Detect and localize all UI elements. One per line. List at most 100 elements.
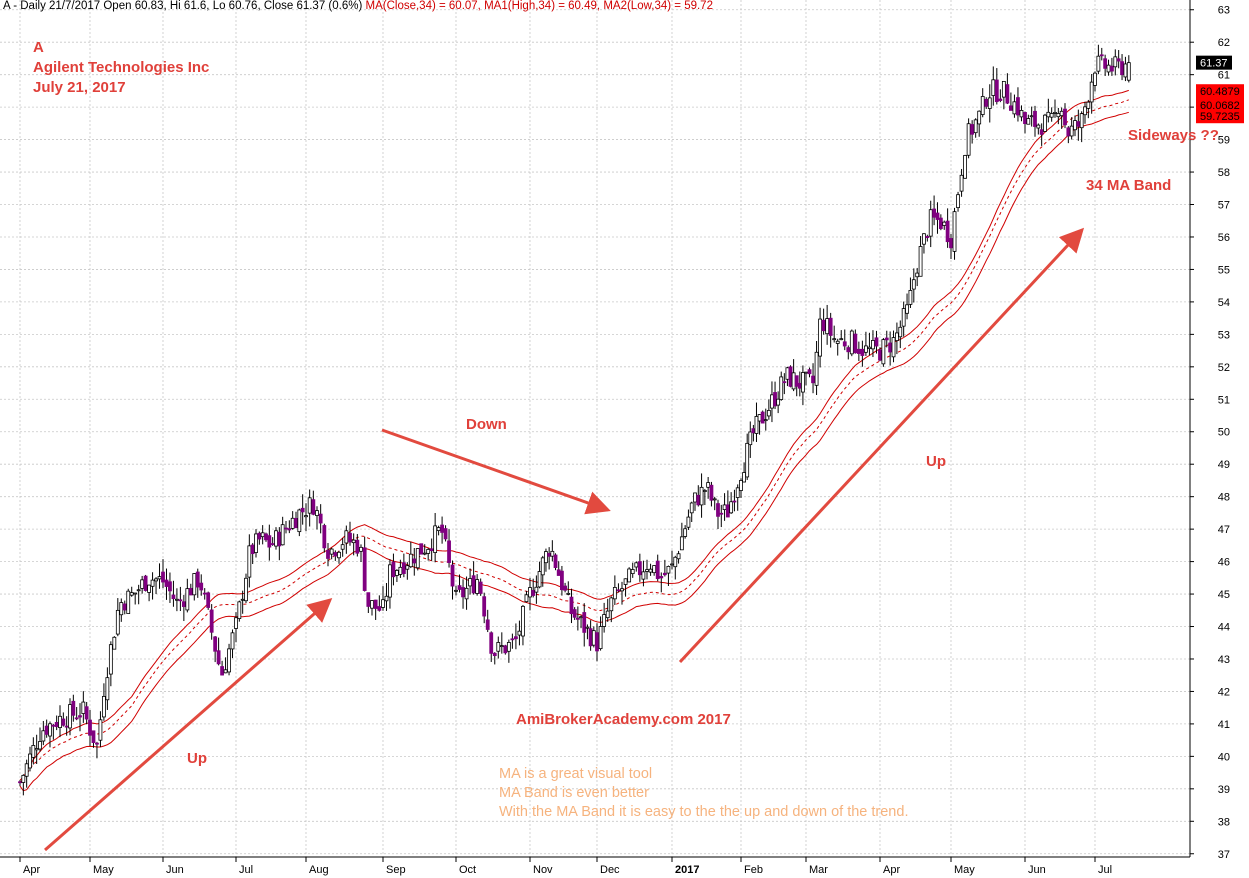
candle-body (98, 719, 103, 741)
candle-body (898, 326, 903, 338)
candle-body (230, 632, 235, 650)
candle-body (419, 543, 424, 555)
candle-body (984, 98, 989, 107)
candle-body (760, 411, 765, 424)
y-tick-label: 41 (1218, 719, 1230, 731)
candle-body (147, 584, 151, 593)
candle-body (168, 581, 172, 592)
candle-body (31, 745, 36, 758)
x-tick-label: May (954, 864, 975, 876)
note-line-3: With the MA Band it is easy to the the u… (499, 804, 909, 820)
y-tick-label: 37 (1218, 849, 1230, 861)
candle-body (556, 569, 561, 576)
candle-body (1113, 56, 1118, 68)
candle-body (450, 564, 455, 587)
candle-body (722, 504, 727, 511)
candle-body (359, 546, 363, 552)
candle-body (754, 416, 759, 434)
candle-body (122, 603, 127, 611)
candle-body (280, 524, 285, 546)
candle-body (1033, 110, 1037, 127)
candle-body (659, 576, 664, 579)
candle-body (785, 367, 790, 380)
candle-body (779, 376, 784, 400)
candle-body (856, 348, 861, 354)
candle-body (1069, 125, 1074, 137)
candle-body (766, 410, 771, 417)
candle-body (443, 528, 448, 540)
candle-body (227, 648, 231, 673)
candle-body (742, 472, 746, 483)
candle-body (48, 723, 52, 737)
x-tick-label: Apr (883, 864, 900, 876)
candle-body (970, 124, 975, 135)
candle-body (164, 579, 169, 587)
candle-body (609, 597, 614, 612)
candle-body (102, 696, 106, 718)
candle-body (791, 372, 796, 390)
candle-body (534, 586, 539, 593)
candle-body (129, 592, 134, 596)
candle-body (213, 636, 218, 652)
candle-body (503, 645, 508, 654)
y-tick-label: 49 (1218, 459, 1230, 471)
candle-body (1016, 97, 1020, 116)
candle-body (773, 392, 777, 407)
candle-body (105, 677, 110, 701)
candle-body (588, 628, 593, 647)
candle-body (620, 588, 624, 592)
candle-body (84, 706, 89, 720)
candle-body (216, 650, 221, 665)
candle-body (928, 209, 933, 237)
ma-close-line (19, 99, 1129, 783)
candle-body (175, 598, 179, 601)
label-up-right: Up (926, 453, 946, 470)
y-tick-label: 57 (1218, 200, 1230, 212)
tag-close: 61.37 (1196, 55, 1232, 70)
candle-body (867, 346, 872, 350)
candle-body (959, 174, 964, 192)
candle-body (471, 575, 476, 594)
candle-body (998, 98, 1003, 101)
y-tick-label: 62 (1218, 37, 1230, 49)
candle-body (267, 535, 272, 548)
candle-body (846, 347, 851, 353)
candle-body (579, 616, 583, 619)
candle-body (496, 642, 501, 652)
candle-body (751, 428, 756, 434)
candle-body (133, 592, 138, 595)
label-down: Down (466, 416, 507, 433)
candle-body (915, 272, 920, 278)
candle-body (81, 701, 86, 714)
candle-body (683, 528, 688, 537)
candle-body (192, 573, 197, 596)
y-tick-label: 59 (1218, 135, 1230, 147)
candle-body (973, 119, 978, 134)
x-tick-label: Dec (600, 864, 620, 876)
y-tick-label: 44 (1218, 622, 1230, 634)
candle-body (634, 562, 639, 568)
candle-body (294, 518, 298, 529)
ma-low-readout: MA2(Low,34) = 59.72 (603, 0, 713, 12)
candle-body (115, 609, 120, 635)
candle-body (949, 238, 953, 249)
y-tick-label: 56 (1218, 232, 1230, 244)
arrow-up-left (44, 598, 333, 852)
x-tick-label: 2017 (675, 864, 699, 876)
candle-body (61, 718, 66, 726)
candle-body (68, 704, 72, 729)
candle-body (1005, 84, 1010, 104)
candle-body (440, 524, 444, 533)
candle-body (794, 375, 799, 387)
x-tick-label: Oct (459, 864, 476, 876)
candle-body (935, 212, 940, 220)
candle-body (1049, 113, 1054, 118)
candle-body (553, 554, 558, 568)
chart-title-date: July 21, 2017 (33, 79, 126, 96)
y-tick-label: 45 (1218, 589, 1230, 601)
candle-body (181, 601, 186, 607)
y-tick-label: 55 (1218, 264, 1230, 276)
candle-body (517, 630, 522, 636)
candle-body (547, 553, 552, 557)
